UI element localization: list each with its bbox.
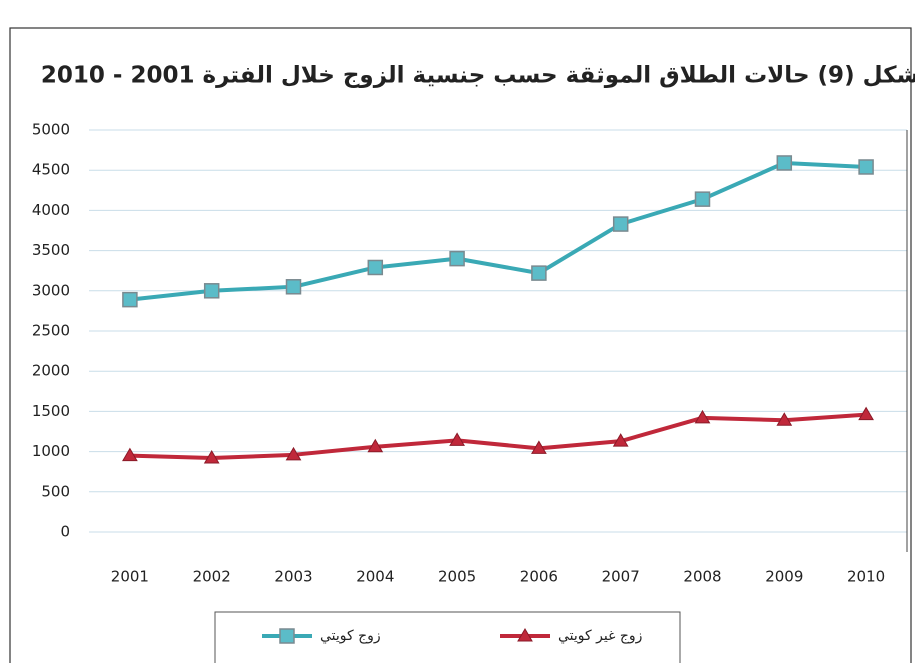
marker <box>122 447 138 462</box>
y-tick-label: 1000 <box>32 442 70 460</box>
x-tick-label: 2009 <box>765 568 803 586</box>
marker <box>858 406 874 421</box>
legend-label: زوج كويتي <box>320 628 381 644</box>
x-tick-label: 2001 <box>111 568 149 586</box>
marker <box>776 155 793 171</box>
x-tick-label: 2005 <box>438 568 476 586</box>
legend-marker <box>517 628 533 642</box>
marker <box>694 191 711 207</box>
marker <box>531 440 547 454</box>
marker <box>694 409 711 424</box>
marker <box>285 446 302 461</box>
x-tick-label: 2004 <box>356 568 394 586</box>
marker <box>449 432 465 446</box>
marker <box>612 216 629 232</box>
marker <box>776 412 793 426</box>
y-tick-label: 500 <box>41 482 70 500</box>
x-tick-label: 2002 <box>193 568 231 586</box>
y-tick-label: 0 <box>60 523 70 541</box>
y-tick-label: 2000 <box>32 362 70 380</box>
marker <box>367 259 384 276</box>
y-tick-label: 4500 <box>32 161 70 179</box>
marker <box>122 291 138 308</box>
chart-frame <box>9 27 912 663</box>
x-tick-label: 2006 <box>520 568 558 586</box>
y-tick-label: 2500 <box>32 322 70 340</box>
y-tick-label: 3500 <box>32 241 70 259</box>
marker <box>203 450 220 464</box>
marker <box>285 279 302 295</box>
marker <box>612 433 629 447</box>
legend-label: زوج غير كويتي <box>558 628 642 644</box>
y-tick-label: 3000 <box>32 281 70 299</box>
series-line <box>129 412 867 461</box>
marker <box>449 250 465 267</box>
y-tick-label: 4000 <box>32 201 70 219</box>
marker <box>367 438 384 453</box>
chart-title: شكل (9) حالات الطلاق الموثقة حسب جنسية ا… <box>41 63 915 89</box>
marker <box>531 265 547 281</box>
x-tick-label: 2008 <box>683 568 721 586</box>
marker <box>858 159 874 175</box>
y-tick-label: 5000 <box>32 121 70 139</box>
x-tick-label: 2010 <box>847 568 885 586</box>
x-tick-label: 2007 <box>602 568 640 586</box>
marker <box>203 283 220 299</box>
x-tick-label: 2003 <box>274 568 312 586</box>
y-tick-label: 1500 <box>32 402 70 420</box>
legend-marker <box>279 628 295 644</box>
series-line <box>129 160 867 302</box>
